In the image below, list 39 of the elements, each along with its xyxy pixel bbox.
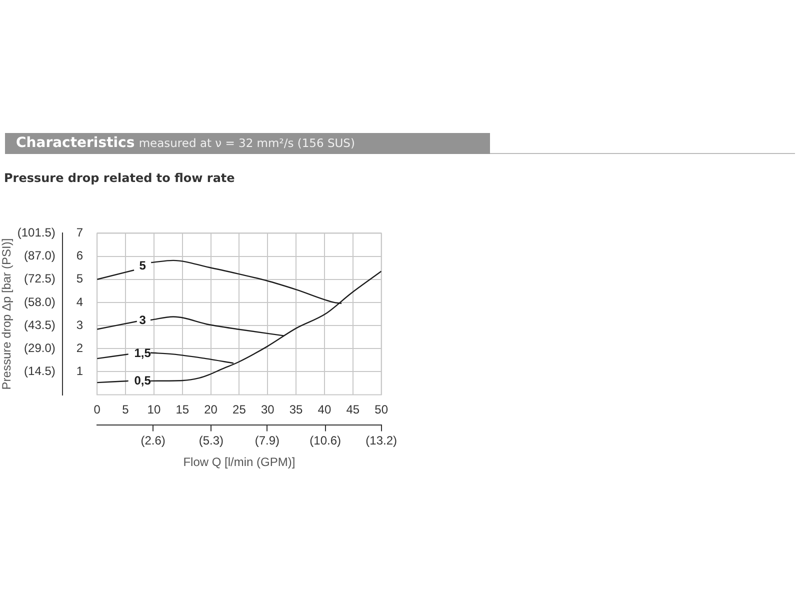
x-tick-label: 25	[232, 402, 246, 416]
x-tick-label: 15	[176, 402, 190, 416]
x-tick-label: 30	[260, 402, 275, 416]
y-tick-label: 5	[76, 272, 84, 286]
y-tick-label: 3	[76, 318, 84, 332]
y-tick-label: 1	[76, 364, 84, 378]
x-tick-label: 40	[318, 402, 332, 416]
x-tick-label: 35	[289, 402, 304, 416]
x-tick-label: 0	[94, 402, 101, 416]
series-label: 3	[139, 313, 146, 328]
y2-tick-label: (87.0)	[24, 248, 56, 263]
x-tick-label: 5	[122, 402, 130, 416]
chart-title: Characteristics	[16, 135, 135, 151]
y2-axis-title: Pressure drop Δp [bar (PSI)]	[0, 238, 14, 390]
y2-tick-label: (29.0)	[24, 340, 56, 355]
x-tick-label: 20	[204, 402, 218, 416]
chart-subtitle: measured at ν = 32 mm²/s (156 SUS)	[138, 136, 355, 150]
y-tick-label: 6	[76, 248, 84, 263]
series-label: 1,5	[134, 346, 152, 360]
y-tick-label: 2	[76, 340, 84, 355]
x2-tick-label: (7.9)	[254, 434, 280, 448]
x2-tick-label: (5.3)	[198, 434, 224, 448]
y2-tick-label: (72.5)	[24, 272, 56, 286]
x2-tick-label: (13.2)	[366, 434, 398, 448]
series-label: 0,5	[134, 373, 152, 388]
x-tick-label: 10	[147, 402, 161, 416]
y2-tick-label: (14.5)	[24, 364, 56, 378]
y-tick-label: 7	[76, 226, 84, 240]
text: Pressure drop related to flow rate	[4, 171, 235, 185]
x2-tick-label: (2.6)	[140, 434, 166, 448]
y2-tick-label: (43.5)	[24, 318, 56, 332]
y2-tick-label: (58.0)	[24, 294, 56, 309]
y-tick-label: 4	[76, 294, 84, 309]
x-tick-label: 50	[374, 402, 388, 416]
x2-tick-label: (10.6)	[310, 434, 342, 448]
series-label: 5	[139, 258, 146, 273]
y2-tick-label: (101.5)	[17, 226, 56, 240]
x-tick-label: 45	[346, 402, 360, 416]
x-axis-title: Flow Q [l/min (GPM)]	[183, 455, 296, 470]
